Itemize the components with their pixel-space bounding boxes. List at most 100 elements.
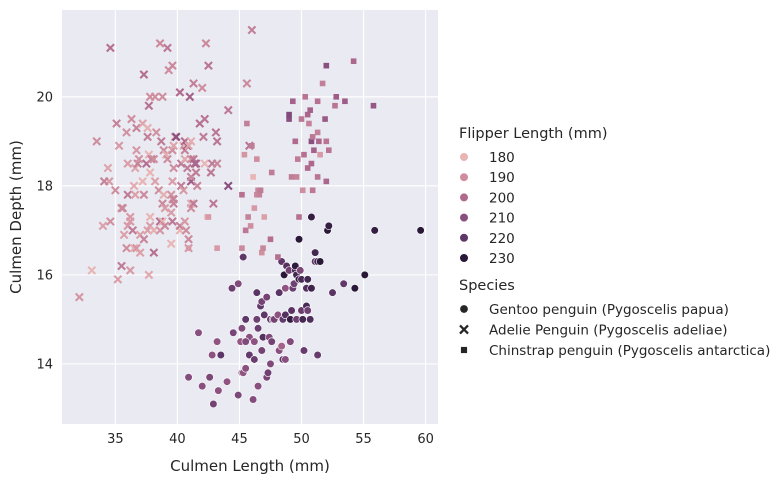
data-point	[296, 214, 302, 220]
data-point	[306, 120, 312, 127]
data-point	[151, 128, 161, 137]
data-point	[201, 39, 211, 48]
data-point	[143, 132, 153, 142]
data-point	[309, 187, 316, 194]
data-point	[106, 43, 115, 53]
data-point	[129, 181, 139, 191]
data-point	[123, 190, 133, 200]
data-point	[250, 355, 259, 364]
data-point	[185, 245, 192, 251]
data-point	[241, 337, 250, 346]
data-point	[132, 145, 141, 155]
data-point	[286, 116, 292, 122]
y-axis-label: Culmen Depth (mm)	[7, 140, 25, 294]
data-point	[342, 98, 348, 105]
data-point	[250, 337, 259, 346]
legend-hue-label: 190	[489, 170, 515, 186]
data-point	[158, 92, 167, 102]
data-point	[139, 70, 149, 79]
grid-lines	[62, 10, 438, 424]
data-point	[212, 136, 222, 146]
x-tick-labels: 35 40 45 50 55 60	[107, 432, 434, 447]
data-point	[325, 147, 332, 154]
data-point	[184, 234, 193, 244]
data-point	[200, 159, 210, 168]
data-point	[149, 248, 159, 257]
data-point	[103, 163, 113, 173]
data-point	[184, 373, 193, 382]
data-point	[261, 214, 268, 220]
y-tick-label: 18	[36, 179, 53, 194]
data-point	[223, 105, 233, 115]
data-point	[254, 156, 260, 162]
data-point	[184, 141, 193, 151]
data-point	[223, 181, 233, 191]
data-point	[302, 94, 309, 100]
data-point	[301, 151, 307, 158]
data-point	[209, 399, 218, 409]
data-point	[323, 138, 330, 145]
data-point	[222, 377, 232, 386]
data-point	[303, 275, 312, 284]
data-point	[92, 136, 102, 146]
data-point	[169, 163, 179, 173]
data-point	[169, 194, 179, 204]
legend-hue-entries: 180 190 200 210 220 230	[459, 150, 515, 267]
data-point	[163, 43, 172, 53]
data-point	[145, 212, 155, 222]
data-point	[250, 174, 256, 180]
legend-hue-swatch	[459, 172, 469, 182]
data-point	[258, 249, 265, 256]
data-point	[213, 337, 222, 346]
data-point	[333, 94, 340, 100]
data-point	[241, 151, 248, 158]
data-point	[205, 373, 214, 382]
data-point	[316, 257, 325, 266]
data-point	[186, 136, 196, 146]
data-point	[158, 199, 167, 209]
data-point	[181, 225, 191, 235]
data-point	[110, 185, 120, 195]
data-point	[145, 168, 155, 177]
data-point	[117, 261, 126, 271]
data-point	[119, 230, 129, 240]
data-point	[166, 208, 176, 217]
data-point	[241, 364, 250, 373]
data-point	[180, 217, 190, 226]
data-point	[275, 288, 284, 297]
data-point	[298, 116, 305, 122]
data-point	[74, 292, 84, 302]
x-tick-label: 35	[107, 432, 124, 447]
data-point	[112, 119, 121, 128]
data-point	[234, 390, 243, 400]
data-point	[311, 147, 317, 154]
data-point	[313, 350, 322, 360]
legend-style-swatch	[459, 304, 469, 314]
data-point	[328, 288, 337, 297]
data-point	[260, 245, 266, 251]
data-point	[139, 190, 149, 200]
data-point	[160, 221, 170, 231]
data-point	[314, 129, 321, 136]
data-point	[144, 270, 154, 280]
data-point	[139, 234, 149, 244]
legend-hue-swatch	[459, 233, 469, 243]
data-point	[304, 165, 311, 171]
data-point	[209, 199, 218, 209]
data-point	[308, 138, 315, 145]
data-point	[150, 177, 160, 186]
y-tick-label: 20	[36, 90, 53, 105]
data-point	[192, 181, 202, 191]
data-point	[144, 101, 154, 111]
data-point	[308, 160, 315, 167]
x-axis-label: Culmen Length (mm)	[170, 457, 330, 475]
data-point	[199, 132, 208, 142]
data-point	[134, 154, 144, 164]
data-point	[293, 174, 300, 180]
data-point	[229, 328, 238, 337]
data-point	[212, 159, 222, 168]
data-point	[332, 102, 338, 109]
data-point	[299, 346, 309, 355]
data-point	[260, 310, 269, 320]
legend-hue-label: 210	[489, 211, 515, 227]
